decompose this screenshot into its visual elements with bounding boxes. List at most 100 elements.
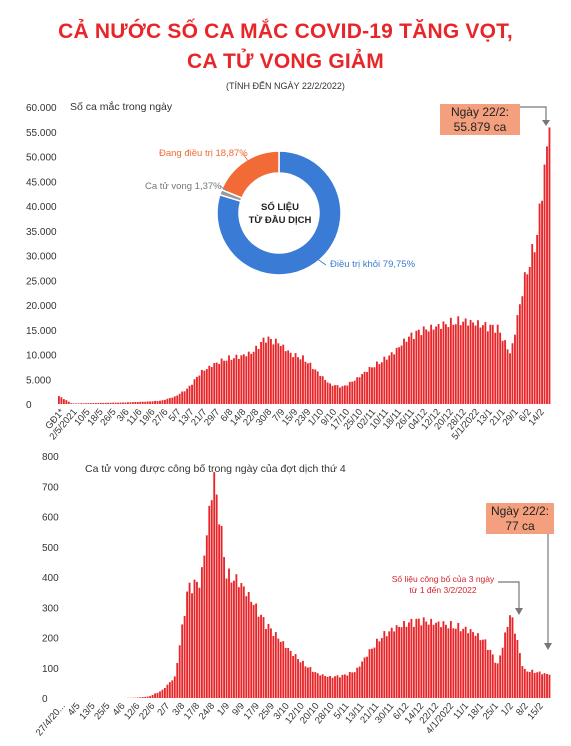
bar: [447, 628, 450, 698]
bar: [388, 355, 391, 404]
bar: [139, 401, 142, 404]
bar: [319, 675, 322, 698]
bar: [546, 146, 548, 405]
bar: [117, 402, 120, 404]
bar: [546, 673, 548, 698]
bar: [494, 662, 497, 698]
bar: [321, 376, 324, 404]
bar: [420, 625, 423, 698]
bar: [272, 636, 275, 698]
bar: [440, 328, 442, 404]
bar: [168, 682, 171, 698]
bar: [536, 234, 539, 404]
bar: [400, 345, 403, 404]
bar: [346, 385, 349, 404]
bar: [77, 403, 80, 404]
bar: [506, 626, 509, 698]
bar: [250, 353, 253, 404]
y-tick-label: 55.000: [26, 128, 57, 139]
bar: [272, 344, 275, 404]
bar: [449, 621, 452, 698]
bar: [306, 667, 309, 698]
bar: [336, 385, 339, 404]
bar: [437, 621, 440, 698]
bar: [237, 587, 240, 698]
bar: [454, 628, 457, 698]
bar: [343, 674, 346, 698]
note-arrowhead: [515, 608, 523, 615]
y-tick-label: 20.000: [26, 301, 57, 312]
bar: [405, 341, 408, 404]
bar: [526, 274, 529, 404]
bar: [385, 636, 388, 698]
bar: [265, 342, 267, 404]
bar: [274, 338, 277, 404]
bar: [297, 357, 299, 404]
bar: [467, 325, 470, 404]
bar: [72, 403, 75, 404]
bar: [435, 326, 437, 404]
deaths-callout-line2: 77 ca: [505, 519, 535, 533]
bar: [390, 352, 393, 404]
bar: [398, 626, 401, 698]
bar: [279, 346, 282, 404]
cases-callout-arrowhead: [542, 120, 550, 126]
bar: [168, 398, 171, 404]
bar: [228, 568, 230, 698]
y-tick-label: 40.000: [26, 202, 57, 213]
bar: [112, 402, 115, 404]
donut-center-line1: SỐ LIỆU: [260, 202, 299, 213]
chart-title-line1: CẢ NƯỚC SỐ CA MẮC COVID-19 TĂNG VỌT,: [58, 20, 513, 43]
bar: [491, 324, 494, 404]
bar: [442, 321, 445, 404]
bar: [146, 401, 149, 404]
bar: [331, 677, 334, 698]
y-tick-label: 300: [42, 603, 59, 614]
bar: [366, 371, 368, 404]
bar: [380, 638, 383, 698]
bar: [499, 655, 502, 698]
bar: [543, 164, 546, 404]
bar: [481, 639, 484, 698]
bar: [220, 358, 223, 404]
bar: [62, 399, 65, 404]
bar: [479, 327, 482, 404]
chart-subtitle-1: Ca tử vong được công bố trong ngày của đ…: [85, 463, 346, 475]
bar: [191, 593, 193, 698]
bar: [215, 362, 218, 404]
bar: [363, 657, 366, 698]
bar: [252, 351, 255, 404]
bar: [82, 403, 85, 404]
deaths-note: Số liệu công bố của 3 ngày từ 1 đến 3/2/…: [388, 574, 498, 596]
x-tick-label: 1/2: [499, 701, 516, 718]
bar: [491, 654, 494, 698]
bar: [501, 647, 504, 698]
bar: [156, 692, 159, 698]
y-tick-label: 0: [42, 694, 48, 705]
bar: [351, 672, 354, 698]
bar: [267, 623, 270, 698]
bar: [422, 326, 425, 404]
bar: [58, 396, 60, 404]
bar: [326, 382, 329, 404]
bar: [526, 671, 529, 698]
bar: [351, 381, 354, 404]
bar: [154, 400, 156, 404]
bar: [183, 615, 186, 698]
bar: [533, 672, 536, 698]
cases-callout-line2: 55.879 ca: [453, 120, 507, 134]
bar: [427, 331, 430, 404]
bar: [361, 374, 364, 404]
bar: [200, 369, 203, 404]
bar: [176, 395, 179, 404]
bar: [412, 626, 415, 698]
bar: [151, 695, 154, 698]
bar: [279, 641, 282, 698]
deaths-callout-line1: Ngày 22/2:: [490, 504, 550, 518]
bar: [230, 582, 233, 698]
bar: [173, 676, 176, 698]
bar: [504, 632, 507, 698]
bar: [252, 604, 255, 698]
bar: [173, 396, 176, 404]
bar: [484, 639, 487, 698]
